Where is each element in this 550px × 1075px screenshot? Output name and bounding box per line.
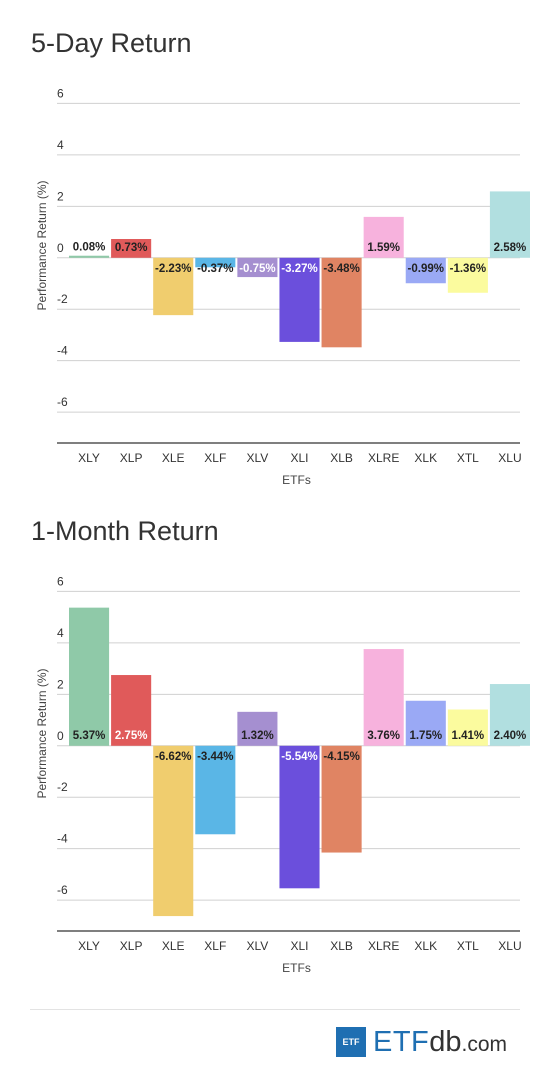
x-tick-label: XLF [204, 939, 226, 953]
data-label: 1.41% [452, 730, 485, 742]
data-label: 2.40% [494, 730, 527, 742]
bar-xlk [405, 700, 446, 746]
chart-1-month: 1-Month Return 6 4 2 0 -2 -4 -6 5.37% XLY 2.75% XL… [0, 516, 550, 986]
bar-xle [153, 257, 194, 316]
data-label: 2.75% [115, 730, 148, 742]
bar-xlf [195, 745, 236, 835]
y-tick-label: -2 [57, 292, 68, 306]
logo-etf-text: ETF [373, 1025, 430, 1058]
data-label: 1.59% [367, 242, 400, 254]
bar-xlp [111, 239, 152, 258]
etfdb-logo: ETF ETF db .com [336, 1025, 508, 1058]
x-tick-label: XLRE [368, 939, 399, 953]
y-tick-label: 2 [57, 189, 64, 203]
y-tick-label: -4 [57, 832, 68, 846]
y-tick-label: -6 [57, 883, 68, 897]
y-tick-label: 4 [57, 626, 64, 640]
x-tick-label: XLB [330, 939, 353, 953]
x-tick-label: XLK [414, 939, 437, 953]
chart-title: 1-Month Return [31, 516, 219, 546]
bar-xlu [489, 684, 530, 746]
chart-5-day: 5-Day Return 6 4 2 0 -2 -4 -6 0.08% XLY 0.73% XLP -… [0, 28, 550, 498]
data-label: -6.62% [155, 751, 191, 763]
data-label: 2.58% [494, 242, 527, 254]
bar-xlf [195, 257, 236, 268]
bar-xtl [447, 709, 488, 746]
data-label: -5.54% [281, 751, 317, 763]
chart-title: 5-Day Return [31, 28, 192, 58]
chart-5-day-svg: 6 4 2 0 -2 -4 -6 0.08% XLY 0.73% XLP -2.23% XLE -0.37… [35, 86, 530, 487]
y-tick-label: 6 [57, 86, 64, 100]
y-tick-label: 0 [57, 729, 64, 743]
x-tick-label: XLY [78, 451, 100, 465]
x-tick-label: XLP [120, 939, 143, 953]
x-tick-label: XTL [457, 939, 479, 953]
x-axis-title: ETFs [282, 961, 311, 975]
data-label: -2.23% [155, 263, 191, 275]
logo-db-text: db [429, 1025, 462, 1058]
x-tick-label: XLV [247, 451, 269, 465]
x-axis-title: ETFs [282, 473, 311, 487]
data-label: -3.48% [323, 263, 359, 275]
bar-xli [279, 257, 320, 342]
bar-xly [69, 255, 110, 258]
y-tick-label: -2 [57, 780, 68, 794]
data-label: -0.37% [197, 263, 233, 275]
bar-xli [279, 745, 320, 889]
x-tick-label: XLU [498, 451, 521, 465]
y-tick-label: 6 [57, 574, 64, 588]
bar-xle [153, 745, 194, 917]
chart-1-month-svg: 6 4 2 0 -2 -4 -6 5.37% XLY 2.75% XLP -6.62% XLE -3.44… [35, 574, 530, 975]
bar-xlre [363, 649, 404, 746]
x-tick-label: XLE [162, 939, 185, 953]
etf-logo-icon: ETF [336, 1027, 366, 1057]
data-label: -1.36% [450, 263, 486, 275]
bar-xlv [237, 257, 278, 278]
x-tick-label: XLF [204, 451, 226, 465]
data-label: -3.44% [197, 751, 233, 763]
bar-xlb [321, 257, 362, 348]
bar-xlu [489, 191, 530, 258]
bar-xtl [447, 257, 488, 293]
data-label: 1.32% [241, 730, 274, 742]
bar-xlre [363, 216, 404, 258]
data-label: -0.75% [239, 263, 275, 275]
data-label: 3.76% [367, 730, 400, 742]
x-tick-label: XTL [457, 451, 479, 465]
y-tick-label: -6 [57, 395, 68, 409]
bar-xlb [321, 745, 362, 853]
data-label: -3.27% [281, 263, 317, 275]
data-label: 0.08% [73, 242, 106, 254]
data-label: -4.15% [323, 751, 359, 763]
x-tick-label: XLV [247, 939, 269, 953]
x-tick-label: XLY [78, 939, 100, 953]
x-tick-label: XLI [290, 939, 308, 953]
y-axis-title: Performance Return (%) [35, 668, 49, 798]
x-tick-label: XLB [330, 451, 353, 465]
data-label: 0.73% [115, 242, 148, 254]
data-label: -0.99% [408, 263, 444, 275]
x-tick-label: XLP [120, 451, 143, 465]
data-label: 5.37% [73, 730, 106, 742]
y-tick-label: 4 [57, 138, 64, 152]
x-tick-label: XLRE [368, 451, 399, 465]
bar-xlk [405, 257, 446, 284]
bar-xlv [237, 711, 278, 746]
logo-com-text: .com [461, 1032, 508, 1056]
y-tick-label: -4 [57, 344, 68, 358]
y-tick-label: 2 [57, 677, 64, 691]
x-tick-label: XLE [162, 451, 185, 465]
bar-xly [69, 607, 110, 746]
data-label: 1.75% [409, 730, 442, 742]
y-axis-title: Performance Return (%) [35, 180, 49, 310]
x-tick-label: XLK [414, 451, 437, 465]
x-tick-label: XLU [498, 939, 521, 953]
x-tick-label: XLI [290, 451, 308, 465]
bar-xlp [111, 675, 152, 746]
y-tick-label: 0 [57, 241, 64, 255]
footer-divider [30, 1009, 520, 1010]
